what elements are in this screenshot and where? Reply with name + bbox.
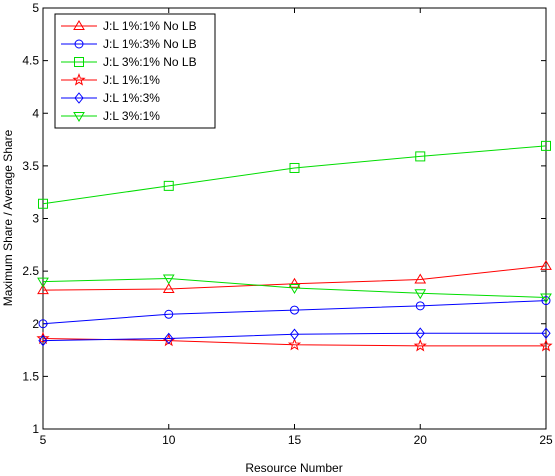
series-layer [36, 140, 553, 352]
legend-label: J:L 1%:1% [103, 73, 160, 87]
y-tick-label: 3 [32, 212, 39, 226]
data-point [288, 277, 301, 288]
data-point [541, 296, 551, 306]
x-tick-label: 15 [288, 433, 302, 447]
data-point [290, 305, 299, 315]
legend-label: J:L 3%:1% No LB [103, 55, 197, 69]
y-axis-label: Maximum Share / Average Share [1, 129, 15, 306]
legend-label: J:L 1%:1% No LB [103, 19, 197, 33]
data-point [415, 301, 425, 311]
series-1 [37, 259, 552, 295]
data-point [415, 327, 425, 340]
y-tick-label: 4 [32, 106, 39, 120]
legend: J:L 1%:1% No LB J:L 1%:3% No LB J:L 3%:1% … [54, 13, 216, 129]
series-6 [37, 274, 552, 304]
x-tick-label: 25 [539, 433, 553, 447]
series-3 [38, 140, 551, 209]
data-point [38, 334, 48, 347]
data-point [37, 284, 49, 295]
data-point [540, 259, 552, 270]
y-tick-label: 4.5 [22, 54, 39, 68]
data-point [38, 198, 48, 209]
x-tick-label: 5 [40, 433, 47, 447]
legend-box [54, 13, 216, 129]
legend-marker [74, 92, 84, 104]
data-point [539, 338, 553, 352]
data-point [414, 289, 427, 300]
y-tick-label: 2.5 [22, 264, 39, 278]
data-point [415, 151, 426, 162]
data-point [37, 277, 49, 288]
data-point [162, 283, 175, 294]
series-line [42, 332, 546, 342]
legend-item: J:L 3%:1% [61, 109, 160, 123]
data-point [289, 162, 300, 173]
data-point [541, 140, 551, 151]
legend-item: J:L 3%:1% No LB [61, 55, 197, 69]
data-point [162, 274, 175, 285]
data-point [36, 331, 50, 345]
legend-marker [74, 57, 84, 67]
data-point [289, 328, 300, 341]
legend-item: J:L 1%:3% No LB [61, 37, 197, 51]
x-tick-label: 10 [162, 433, 176, 447]
y-tick-label: 2 [32, 317, 39, 331]
data-point [540, 293, 552, 304]
series-line [42, 337, 546, 347]
series-line [42, 145, 547, 205]
series-2 [38, 296, 551, 329]
y-tick-label: 5 [32, 1, 39, 15]
data-point [288, 283, 301, 294]
data-point [287, 337, 302, 351]
y-tick-label: 3.5 [22, 159, 39, 173]
legend-marker [74, 39, 84, 49]
y-tick-label: 1.5 [22, 369, 39, 383]
legend-item: J:L 1%:1% [61, 73, 160, 87]
data-point [413, 338, 427, 352]
legend-marker [73, 112, 85, 122]
legend-marker [73, 20, 85, 30]
series-line [42, 300, 547, 325]
legend-item: J:L 1%:1% No LB [61, 19, 197, 33]
data-point [541, 327, 551, 340]
data-point [164, 332, 174, 345]
legend-label: J:L 3%:1% [103, 109, 160, 123]
series-line [42, 265, 547, 291]
legend-item: J:L 1%:3% [61, 91, 160, 105]
legend-label: J:L 1%:3% No LB [103, 37, 197, 51]
axis-ticks: 5 10 15 20 25 1 1.5 2 2.5 3 3.5 4 4.5 5 [22, 1, 553, 447]
data-point [414, 273, 427, 284]
legend-label: J:L 1%:3% [103, 91, 160, 105]
x-tick-label: 20 [414, 433, 428, 447]
series-5 [38, 327, 551, 347]
data-point [164, 309, 174, 319]
data-point [38, 319, 48, 329]
legend-marker [72, 73, 86, 86]
series-line [42, 277, 547, 298]
x-axis-label: Resource Number [245, 461, 342, 475]
data-point [163, 180, 174, 191]
y-tick-label: 1 [32, 422, 39, 436]
